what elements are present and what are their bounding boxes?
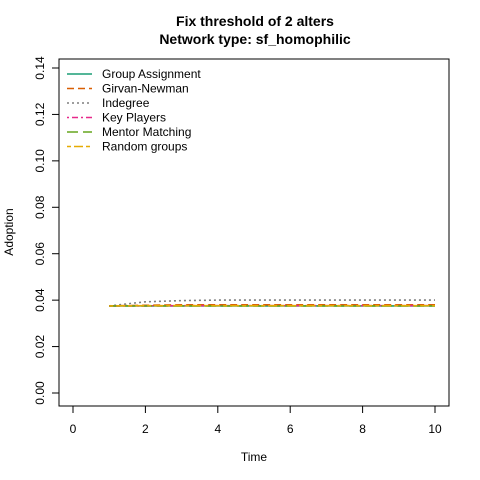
- chart-title: Fix threshold of 2 alters: [176, 13, 334, 29]
- legend: Group AssignmentGirvan-NewmanIndegreeKey…: [67, 67, 201, 154]
- y-tick-label: 0.12: [33, 102, 47, 126]
- chart-subtitle: Network type: sf_homophilic: [159, 31, 351, 47]
- y-tick-label: 0.10: [33, 149, 47, 173]
- legend-label: Girvan-Newman: [102, 82, 189, 96]
- legend-label: Key Players: [102, 111, 166, 125]
- legend-label: Random groups: [102, 140, 187, 154]
- y-axis-label: Adoption: [2, 208, 16, 255]
- y-tick-label: 0.02: [33, 335, 47, 359]
- legend-label: Group Assignment: [102, 67, 201, 81]
- x-tick-label: 4: [214, 422, 221, 436]
- y-tick-label: 0.04: [33, 288, 47, 312]
- series-line-indegree: [109, 299, 435, 307]
- legend-label: Mentor Matching: [102, 125, 191, 139]
- x-tick-label: 10: [428, 422, 442, 436]
- x-tick-label: 6: [287, 422, 294, 436]
- y-tick-label: 0.14: [33, 56, 47, 80]
- y-ticks: 0.00 0.02 0.04 0.06 0.08 0.10 0.12 0.14: [33, 56, 59, 405]
- y-tick-label: 0.06: [33, 242, 47, 266]
- y-tick-label: 0.00: [33, 381, 47, 405]
- legend-label: Indegree: [102, 96, 150, 110]
- x-tick-label: 8: [359, 422, 366, 436]
- x-tick-label: 0: [70, 422, 77, 436]
- x-tick-label: 2: [142, 422, 149, 436]
- y-tick-label: 0.08: [33, 195, 47, 219]
- x-ticks: 0 2 4 6 8 10: [70, 406, 442, 436]
- x-axis-label: Time: [241, 450, 268, 464]
- series-lines: [109, 299, 435, 307]
